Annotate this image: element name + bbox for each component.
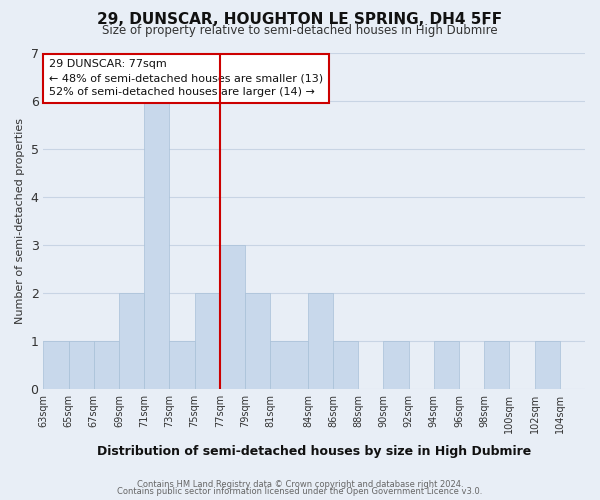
- Bar: [308, 293, 333, 390]
- Bar: [270, 341, 308, 390]
- Bar: [43, 341, 68, 390]
- Bar: [194, 293, 220, 390]
- Bar: [119, 293, 144, 390]
- X-axis label: Distribution of semi-detached houses by size in High Dubmire: Distribution of semi-detached houses by …: [97, 444, 532, 458]
- Bar: [169, 341, 194, 390]
- Bar: [220, 245, 245, 390]
- Text: Size of property relative to semi-detached houses in High Dubmire: Size of property relative to semi-detach…: [102, 24, 498, 37]
- Text: 29, DUNSCAR, HOUGHTON LE SPRING, DH4 5FF: 29, DUNSCAR, HOUGHTON LE SPRING, DH4 5FF: [97, 12, 503, 28]
- Bar: [68, 341, 94, 390]
- Bar: [94, 341, 119, 390]
- Text: Contains HM Land Registry data © Crown copyright and database right 2024.: Contains HM Land Registry data © Crown c…: [137, 480, 463, 489]
- Bar: [434, 341, 459, 390]
- Bar: [383, 341, 409, 390]
- Text: 29 DUNSCAR: 77sqm
← 48% of semi-detached houses are smaller (13)
52% of semi-det: 29 DUNSCAR: 77sqm ← 48% of semi-detached…: [49, 59, 323, 97]
- Text: Contains public sector information licensed under the Open Government Licence v3: Contains public sector information licen…: [118, 488, 482, 496]
- Bar: [144, 100, 169, 390]
- Bar: [484, 341, 509, 390]
- Y-axis label: Number of semi-detached properties: Number of semi-detached properties: [15, 118, 25, 324]
- Bar: [333, 341, 358, 390]
- Bar: [245, 293, 270, 390]
- Bar: [535, 341, 560, 390]
